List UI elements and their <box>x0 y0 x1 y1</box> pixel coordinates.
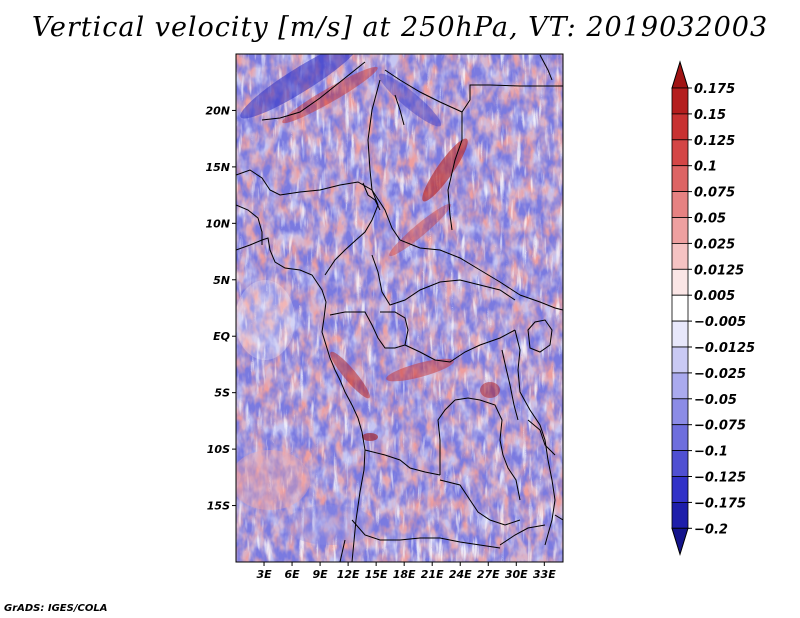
colorbar-label: −0.2 <box>694 522 728 537</box>
colorbar-label: 0.005 <box>694 289 735 304</box>
coastlines-borders <box>236 54 563 562</box>
colorbar-swatch <box>671 165 689 192</box>
x-tick-label: 9E <box>312 568 328 581</box>
colorbar-swatch <box>671 320 689 348</box>
colorbar-label: −0.0125 <box>694 341 755 356</box>
colorbar-swatch <box>671 87 689 115</box>
colorbar-swatch <box>671 217 689 244</box>
colorbar-label: −0.1 <box>694 445 728 460</box>
colorbar-top-arrow <box>671 60 689 89</box>
colorbar-swatch <box>671 191 689 218</box>
colorbar-label: 0.125 <box>694 134 735 149</box>
y-tick-label: 15S <box>207 500 230 513</box>
x-tick-label: 27E <box>477 568 500 581</box>
plot-frame <box>235 53 564 563</box>
colorbar-label: −0.005 <box>694 315 746 330</box>
y-tick-label: 10S <box>207 443 230 456</box>
velocity-field <box>236 54 563 562</box>
colorbar-swatch <box>671 139 689 167</box>
x-tick-label: 24E <box>449 568 472 581</box>
grads-credit: GrADS: IGES/COLA <box>4 603 108 614</box>
colorbar-swatch <box>671 346 689 374</box>
x-axis: 3E 6E 9E 12E 15E 18E 21E 24E 27E 30E 33E <box>256 562 556 581</box>
colorbar-label: −0.025 <box>694 367 746 382</box>
colorbar-swatch <box>671 424 689 452</box>
x-tick-label: 33E <box>533 568 556 581</box>
colorbar-label: 0.025 <box>694 237 735 252</box>
y-tick-label: 5S <box>214 387 230 400</box>
colorbar-swatch <box>671 372 689 400</box>
colorbar-swatch <box>671 242 689 270</box>
colorbar-swatch <box>671 113 689 141</box>
colorbar-label: 0.075 <box>694 186 735 201</box>
colorbar-swatch <box>671 501 689 529</box>
chart-title: Vertical velocity [m/s] at 250hPa, VT: 2… <box>31 12 769 43</box>
y-tick-label: 20N <box>205 104 230 117</box>
colorbar-label: −0.05 <box>694 393 737 408</box>
y-tick-label: 5N <box>213 274 230 287</box>
colorbar-label: 0.05 <box>694 212 726 227</box>
colorbar-bottom-arrow <box>671 527 689 557</box>
colorbar-label: −0.075 <box>694 419 746 434</box>
y-tick-label: 15N <box>205 161 230 174</box>
colorbar-label: 0.0125 <box>694 263 744 278</box>
y-tick-label: 10N <box>205 217 230 230</box>
colorbar: 0.175 0.15 0.125 0.1 0.075 0.05 0.025 0.0125 0.0… <box>671 60 755 557</box>
colorbar-swatch <box>671 476 689 503</box>
colorbar-swatch <box>671 450 689 477</box>
colorbar-label: 0.1 <box>694 160 717 175</box>
colorbar-swatch <box>671 294 689 322</box>
y-tick-label: EQ <box>213 330 230 343</box>
colorbar-label: −0.125 <box>694 471 746 486</box>
colorbar-label: −0.175 <box>694 496 746 511</box>
x-tick-label: 12E <box>337 568 360 581</box>
x-tick-label: 3E <box>256 568 272 581</box>
x-tick-label: 6E <box>284 568 300 581</box>
colorbar-swatch <box>671 398 689 426</box>
x-tick-label: 21E <box>421 568 444 581</box>
y-axis: 20N 15N 10N 5N EQ 5S 10S 15S <box>205 104 236 513</box>
x-tick-label: 30E <box>505 568 528 581</box>
x-tick-label: 18E <box>393 568 416 581</box>
colorbar-swatch <box>671 268 689 296</box>
colorbar-label: 0.15 <box>694 108 726 123</box>
x-tick-label: 15E <box>365 568 388 581</box>
colorbar-label: 0.175 <box>694 82 735 97</box>
